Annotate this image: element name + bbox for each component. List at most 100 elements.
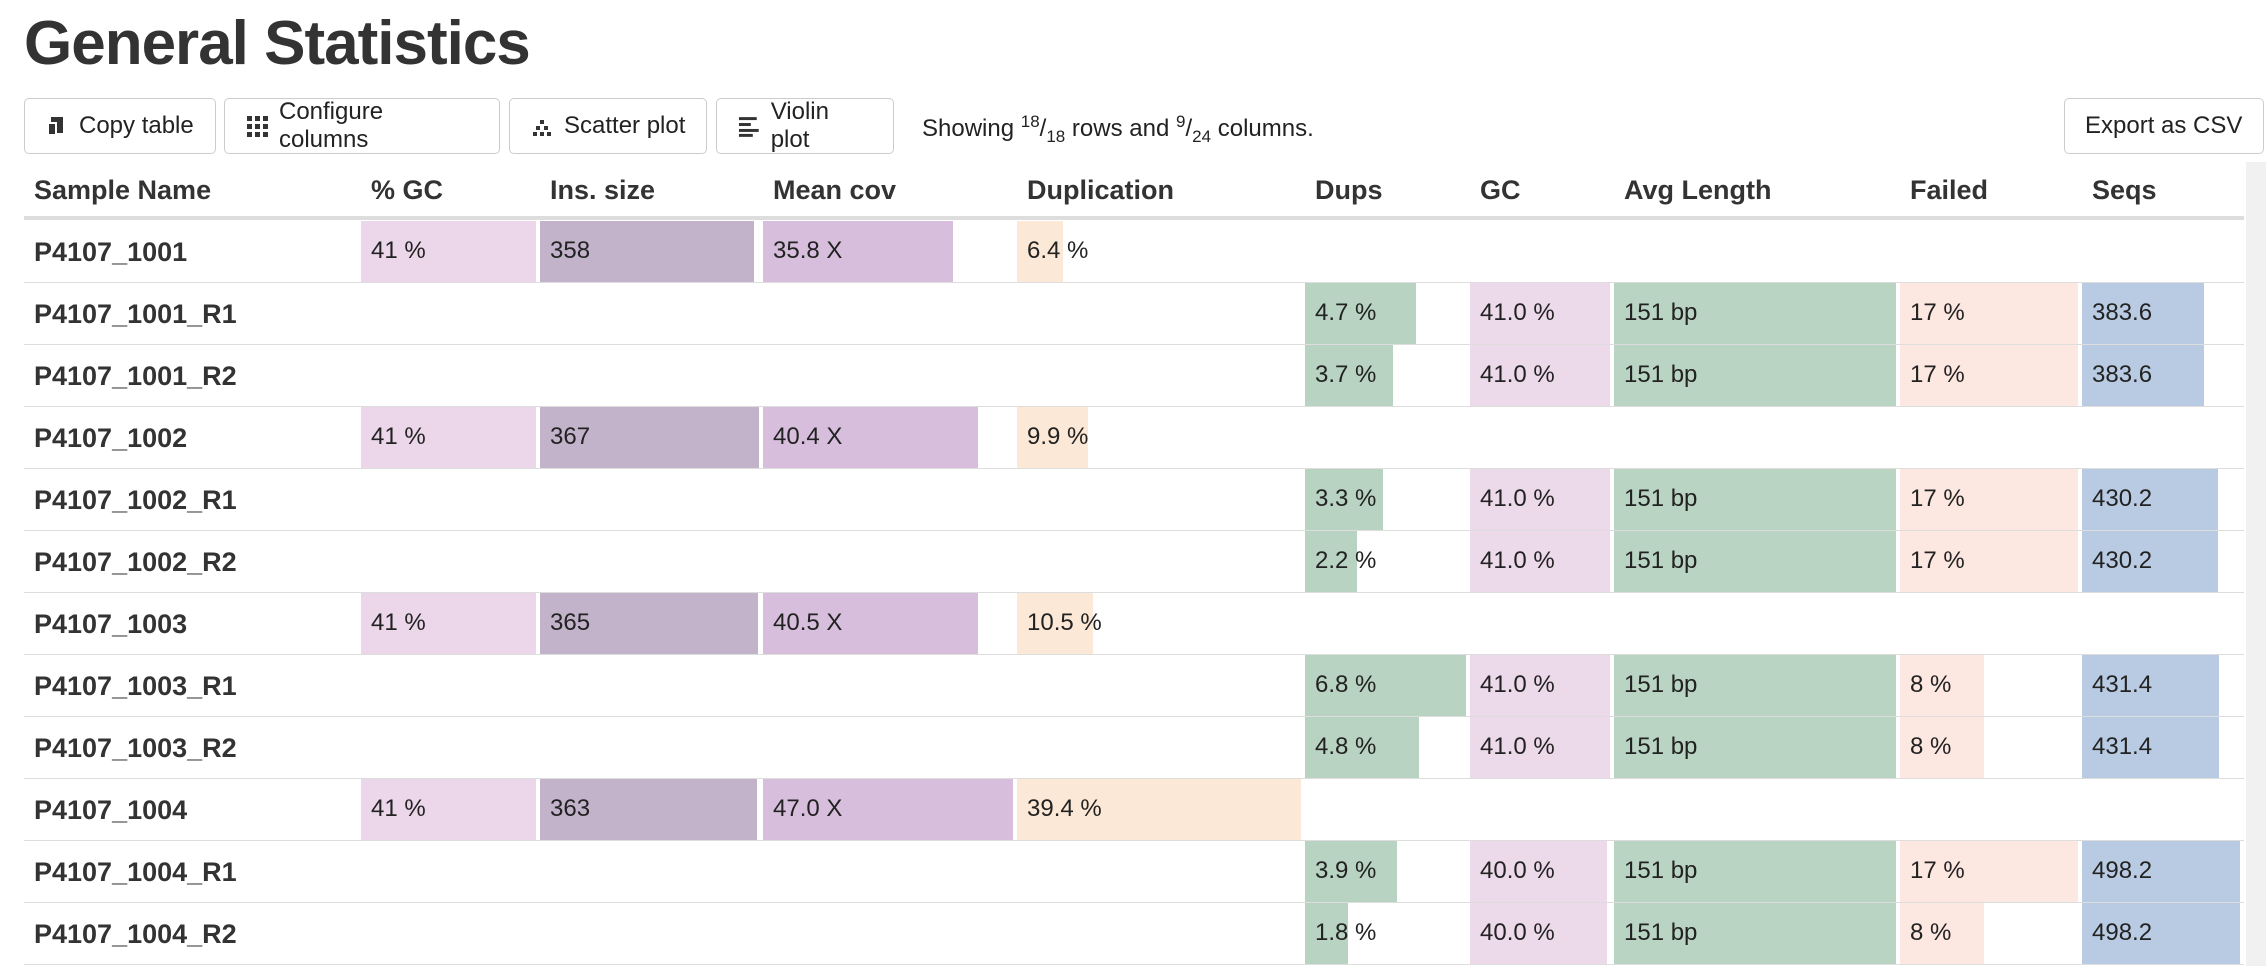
sample-name: P4107_1001_R2 xyxy=(34,361,237,391)
cell-bar xyxy=(1470,717,1610,778)
table-row: P4107_1003 41 % 365 40.5 X 10.5 % xyxy=(24,593,2244,655)
table-cell: 6.4 % xyxy=(1017,221,1301,282)
cell-value: 3.3 % xyxy=(1315,485,1377,512)
cell-bar xyxy=(1017,221,1064,282)
cell-value: 3.9 % xyxy=(1315,857,1377,884)
cell-bar xyxy=(2082,531,2219,592)
sample-name: P4107_1004 xyxy=(34,795,188,825)
table-cell: 40.5 X xyxy=(763,593,1013,654)
cell-bar xyxy=(1305,903,1348,964)
table-cell: 358 xyxy=(540,221,759,282)
text: columns. xyxy=(1217,115,1314,142)
cell-bar xyxy=(2082,283,2204,344)
cell-bar xyxy=(763,407,978,468)
table-row: P4107_1002_R2 2.2 % 41.0 % 151 bp 17 % 430.2 xyxy=(24,531,2244,593)
cell-value: 41.0 % xyxy=(1480,361,1555,388)
column-header: % GC xyxy=(371,175,444,205)
table-cell: 8 % xyxy=(1900,655,2078,716)
showing-text: Showing 18/18 rows and 9/24 columns. xyxy=(922,112,1314,147)
cell-value: 41.0 % xyxy=(1480,733,1555,760)
table-row: P4107_1001 41 % 358 35.8 X 6.4 % xyxy=(24,221,2244,283)
cell-bar xyxy=(2082,345,2204,406)
cell-bar xyxy=(763,593,979,654)
table-row: P4107_1003_R2 4.8 % 41.0 % 151 bp 8 % 431.4 xyxy=(24,717,2244,779)
icon xyxy=(533,120,551,136)
table-cell: 151 bp xyxy=(1614,903,1896,964)
table-cell: 4.7 % xyxy=(1305,283,1466,344)
table-cell: 41.0 % xyxy=(1470,655,1610,716)
cell-bar xyxy=(2082,841,2240,902)
table-cell: 41.0 % xyxy=(1470,345,1610,406)
cell-bar xyxy=(1470,345,1610,406)
cell-value: 151 bp xyxy=(1624,857,1698,884)
cell-bar xyxy=(1305,655,1466,716)
cell-bar xyxy=(1470,531,1610,592)
cell-value: 17 % xyxy=(1910,485,1965,512)
scatter-button[interactable]: Scatter plot xyxy=(509,98,707,154)
table-cell: 8 % xyxy=(1900,717,2078,778)
cell-value: 17 % xyxy=(1910,857,1965,884)
configure-button[interactable]: Configure columns xyxy=(224,98,500,154)
cell-value: 8 % xyxy=(1910,671,1952,698)
table-cell: 40.4 X xyxy=(763,407,1013,468)
table-cell: 4.8 % xyxy=(1305,717,1466,778)
cell-value: 383.6 xyxy=(2092,361,2153,388)
cell-value: 4.8 % xyxy=(1315,733,1377,760)
table-cell: 151 bp xyxy=(1614,655,1896,716)
cell-bar xyxy=(1900,655,1984,716)
sample-name: P4107_1001_R1 xyxy=(34,299,237,329)
cell-value: 10.5 % xyxy=(1027,609,1102,636)
cell-value: 151 bp xyxy=(1624,361,1698,388)
cell-value: 8 % xyxy=(1910,733,1952,760)
table-cell: 41 % xyxy=(361,407,536,468)
cell-value: 151 bp xyxy=(1624,547,1698,574)
cell-value: 383.6 xyxy=(2092,299,2153,326)
table-cell: 367 xyxy=(540,407,759,468)
copy-button[interactable]: Copy table xyxy=(24,98,216,154)
table-cell: 41.0 % xyxy=(1470,717,1610,778)
table-cell: 41.0 % xyxy=(1470,283,1610,344)
cell-value: 41 % xyxy=(371,609,426,636)
cell-value: 363 xyxy=(550,795,591,822)
cell-bar xyxy=(763,221,954,282)
table-cell: 6.8 % xyxy=(1305,655,1466,716)
table-cell: 17 % xyxy=(1900,283,2078,344)
column-header: Failed xyxy=(1910,175,1989,205)
cell-bar xyxy=(1470,655,1610,716)
cell-bar xyxy=(361,779,536,840)
table-cell: 498.2 xyxy=(2082,903,2240,964)
cell-value: 430.2 xyxy=(2092,547,2153,574)
cell-value: 431.4 xyxy=(2092,733,2153,760)
table-row: P4107_1004_R1 3.9 % 40.0 % 151 bp 17 % 498.2 xyxy=(24,841,2244,903)
export-button[interactable]: Export as CSV xyxy=(2064,98,2264,154)
cell-bar xyxy=(763,779,1013,840)
sample-name: P4107_1003 xyxy=(34,609,188,639)
cell-value: 40.0 % xyxy=(1480,919,1555,946)
cell-bar xyxy=(1017,779,1301,840)
table-cell: 39.4 % xyxy=(1017,779,1301,840)
title: General Statistics xyxy=(24,9,531,78)
separator: / xyxy=(1039,115,1047,142)
violin-button[interactable]: Violin plot xyxy=(716,98,894,154)
cell-bar xyxy=(1305,717,1419,778)
table-row: P4107_1004 41 % 363 47.0 X 39.4 % xyxy=(24,779,2244,841)
cell-bar xyxy=(1614,903,1896,964)
sample-name: P4107_1003_R2 xyxy=(34,733,237,763)
table-cell: 9.9 % xyxy=(1017,407,1301,468)
cell-bar xyxy=(2082,469,2219,530)
cell-bar xyxy=(1900,841,2078,902)
table-cell: 2.2 % xyxy=(1305,531,1466,592)
cell-value: 430.2 xyxy=(2092,485,2153,512)
label: Violin plot xyxy=(770,98,829,153)
table-cell: 47.0 X xyxy=(763,779,1013,840)
table-cell: 41 % xyxy=(361,779,536,840)
label: Scatter plot xyxy=(564,112,686,139)
sample-name: P4107_1003_R1 xyxy=(34,671,237,701)
cell-bar xyxy=(1614,283,1896,344)
cell-bar xyxy=(1305,531,1358,592)
cell-bar xyxy=(540,221,754,282)
cols-shown: 9 xyxy=(1175,112,1186,131)
cell-bar xyxy=(1470,903,1607,964)
table-cell: 151 bp xyxy=(1614,717,1896,778)
table-cell: 3.7 % xyxy=(1305,345,1466,406)
